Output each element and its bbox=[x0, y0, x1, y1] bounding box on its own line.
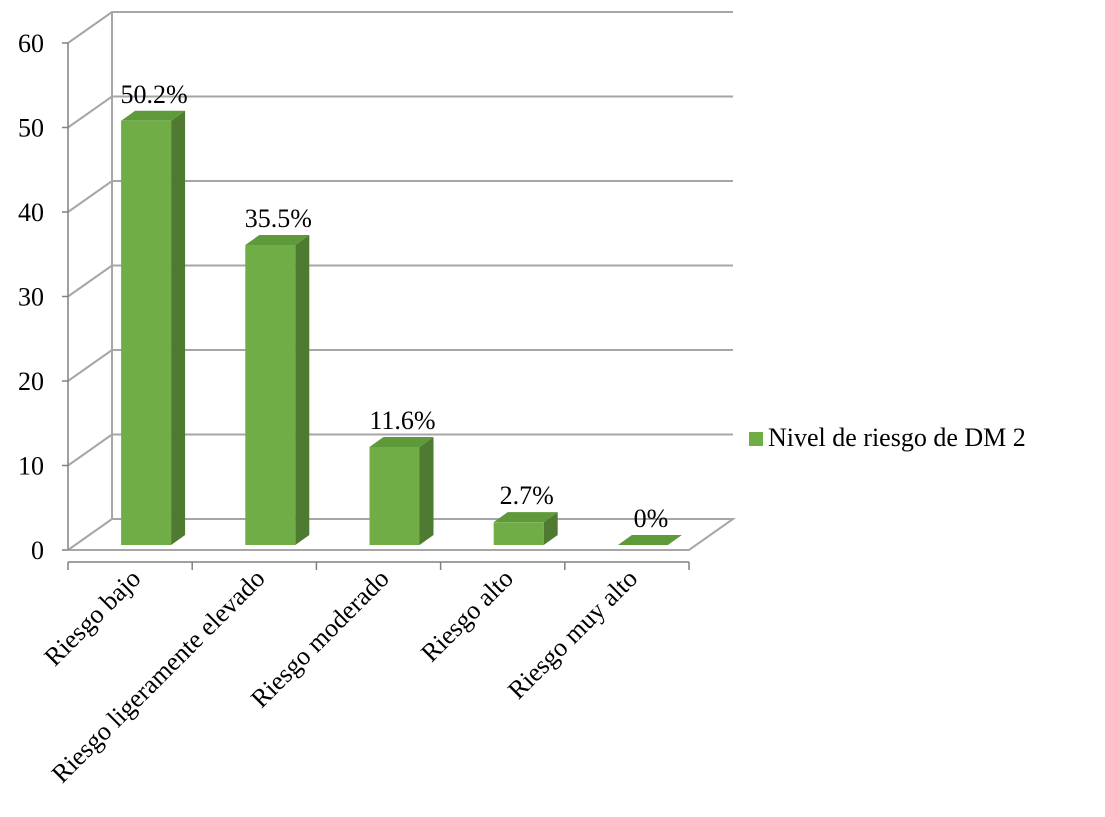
bar-top bbox=[121, 110, 186, 121]
bar-side bbox=[295, 235, 310, 545]
data-label: 50.2% bbox=[121, 80, 188, 109]
bar-side bbox=[543, 512, 558, 545]
y-tick-label: 20 bbox=[18, 367, 44, 396]
legend-swatch bbox=[749, 432, 763, 446]
y-tick-label: 50 bbox=[18, 114, 44, 143]
data-label: 2.7% bbox=[500, 481, 554, 510]
bar-top bbox=[493, 512, 558, 523]
bar-front bbox=[245, 245, 296, 545]
data-label: 0% bbox=[634, 504, 669, 533]
bar bbox=[121, 110, 186, 545]
bar-side bbox=[419, 436, 434, 545]
bar-side bbox=[171, 110, 186, 545]
y-tick-label: 10 bbox=[18, 452, 44, 481]
category-label: Riesgo alto bbox=[415, 564, 519, 668]
y-tick-label: 0 bbox=[31, 536, 44, 565]
bars bbox=[121, 110, 682, 545]
y-tick-labels: 0 10 20 30 40 50 60 bbox=[18, 29, 44, 565]
category-label: Riesgo muy alto bbox=[502, 564, 643, 705]
category-label: Riesgo bajo bbox=[39, 564, 147, 672]
y-tick-label: 60 bbox=[18, 29, 44, 58]
y-tick-label: 30 bbox=[18, 283, 44, 312]
category-label: Riesgo ligeramente elevado bbox=[46, 564, 271, 789]
bar-front bbox=[121, 120, 172, 545]
y-tick-label: 40 bbox=[18, 198, 44, 227]
gridlines bbox=[67, 11, 733, 519]
bar-top bbox=[617, 535, 682, 545]
bar bbox=[245, 235, 310, 545]
bar-front bbox=[369, 446, 420, 545]
legend-label: Nivel de riesgo de DM 2 bbox=[768, 423, 1026, 452]
bar-top bbox=[369, 436, 434, 447]
legend: Nivel de riesgo de DM 2 bbox=[749, 423, 1026, 452]
data-label: 11.6% bbox=[369, 406, 435, 435]
data-labels: 50.2% 35.5% 11.6% 2.7% 0% bbox=[121, 80, 669, 533]
data-label: 35.5% bbox=[245, 204, 312, 233]
bar-top bbox=[245, 235, 310, 246]
bar bbox=[617, 535, 682, 545]
bar bbox=[493, 512, 558, 545]
bar-front bbox=[493, 522, 544, 545]
bar bbox=[369, 436, 434, 545]
gridline bbox=[67, 11, 733, 44]
